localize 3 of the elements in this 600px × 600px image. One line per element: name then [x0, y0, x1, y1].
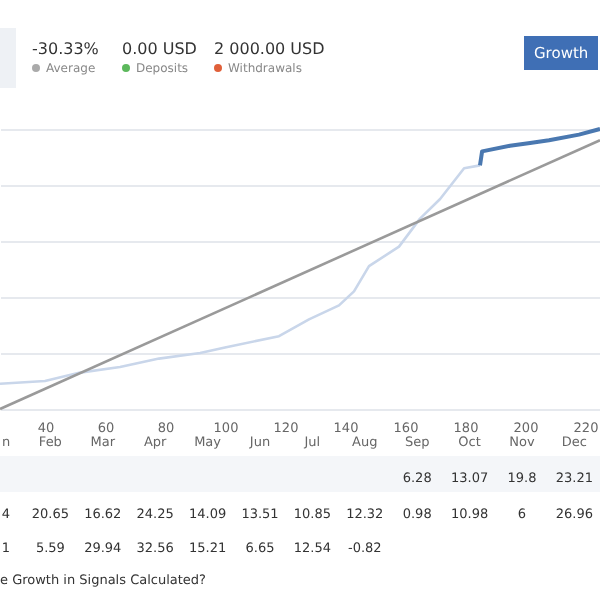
text: -30.33% [32, 40, 99, 58]
text: 0.00 USD [122, 40, 197, 58]
text: 2 000.00 USD [214, 40, 325, 58]
